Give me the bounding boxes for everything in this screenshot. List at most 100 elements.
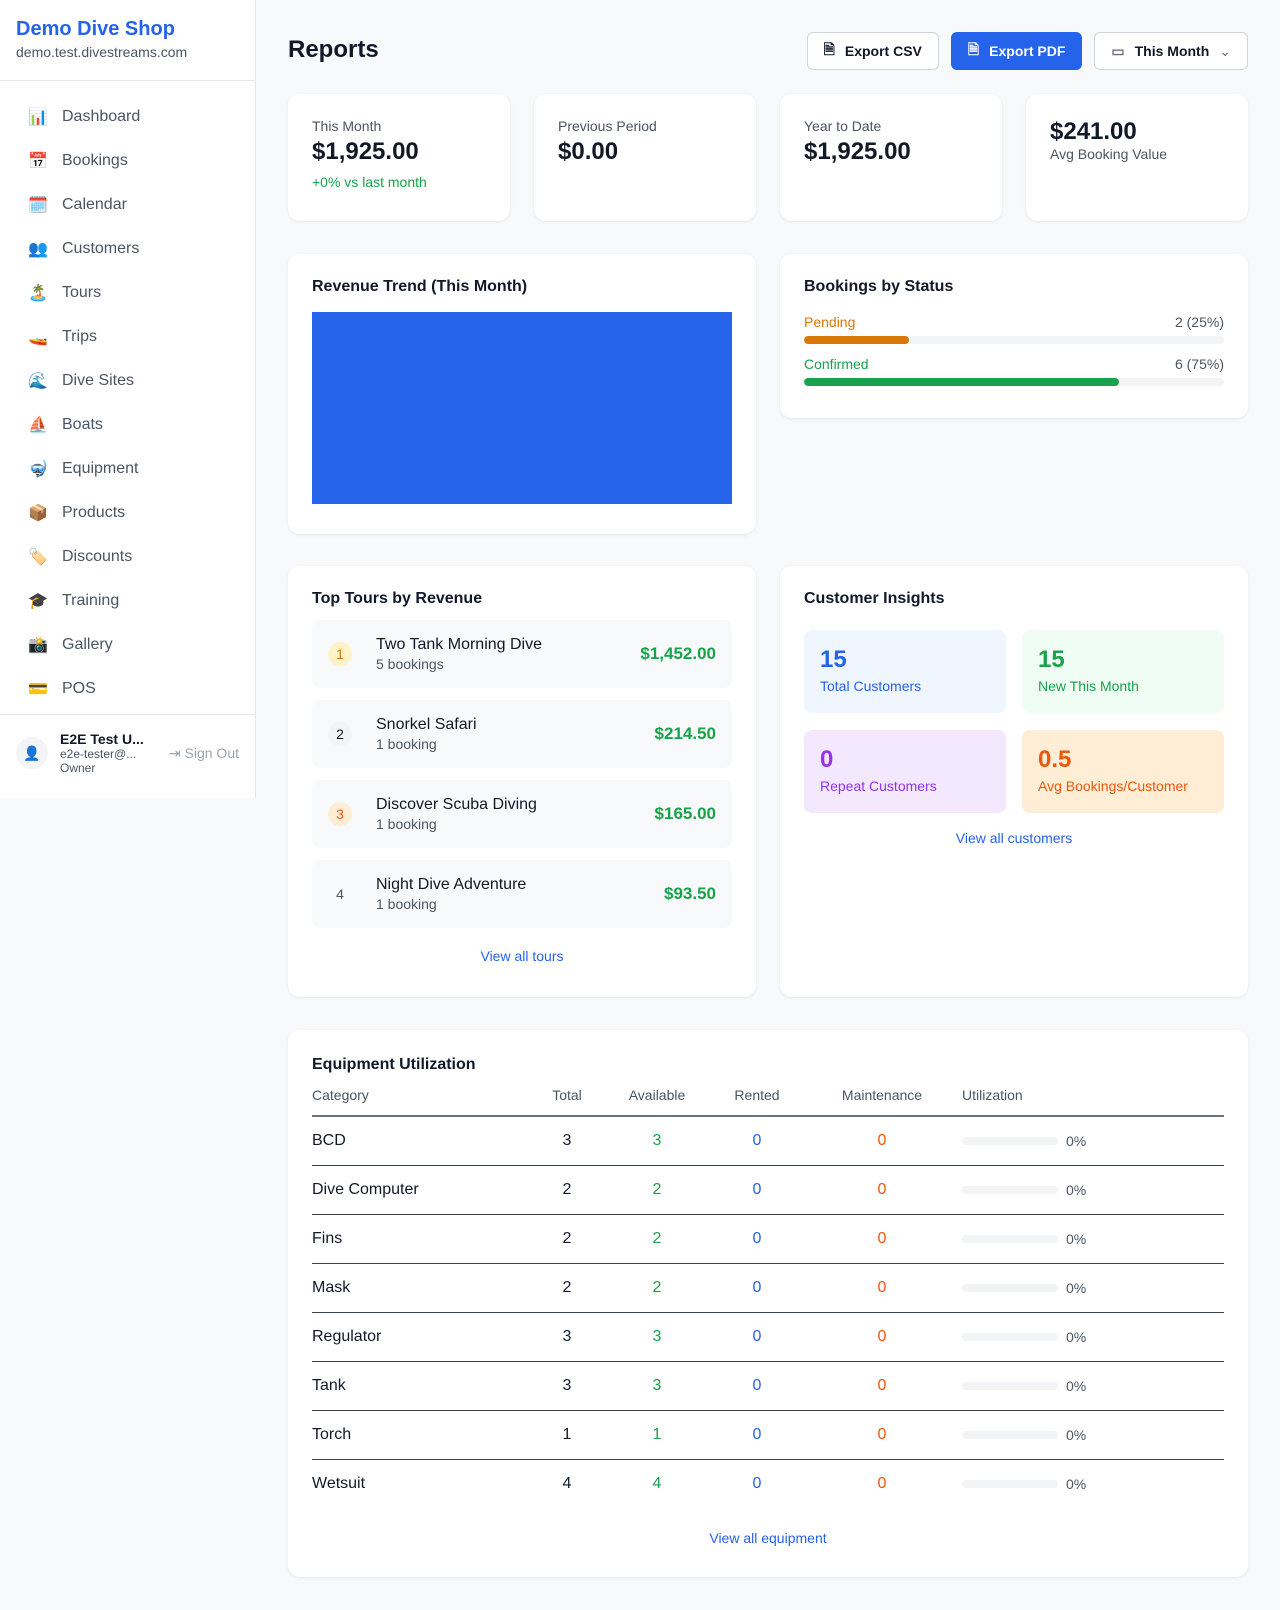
cell-category: Wetsuit — [312, 1474, 366, 1492]
cell-available: 3 — [602, 1361, 712, 1411]
sidebar-item-dive-sites[interactable]: 🌊 Dive Sites — [16, 359, 239, 403]
sign-out-icon: ⇥ — [168, 744, 185, 761]
tile-label: New This Month — [1038, 678, 1139, 694]
discounts-icon: 🏷️ — [28, 549, 48, 566]
cell-rented: 0 — [712, 1361, 802, 1411]
column-header-available: Available — [602, 1074, 712, 1117]
utilization-value: 0% — [1066, 1230, 1087, 1247]
utilization-bar — [962, 1479, 1058, 1488]
view-all-customers-link[interactable]: View all customers — [955, 830, 1073, 846]
sidebar-item-tours[interactable]: 🏝️ Tours — [16, 271, 239, 315]
status-bar-fill — [804, 336, 909, 344]
cell-total: 2 — [532, 1214, 602, 1264]
sidebar-item-label: Tours — [62, 284, 102, 301]
status-value: 6 (75%) — [1174, 356, 1224, 372]
sidebar-item-gallery[interactable]: 📸 Gallery — [16, 623, 239, 667]
cell-available: 3 — [602, 1116, 712, 1166]
period-select[interactable]: ▭ This Month ⌄ — [1094, 32, 1248, 70]
cell-category: Fins — [312, 1214, 532, 1264]
sidebar-item-trips[interactable]: 🚤 Trips — [16, 315, 239, 359]
tour-name: Snorkel Safari — [376, 716, 477, 733]
utilization-value: 0% — [1066, 1475, 1087, 1492]
tile-value: 0 — [820, 746, 834, 773]
top-tours-card: Top Tours by Revenue 1 Two Tank Morning D… — [288, 566, 756, 997]
tour-rank: 2 — [328, 722, 352, 746]
tour-bookings: 1 booking — [376, 896, 437, 912]
view-all-tours-link[interactable]: View all tours — [480, 948, 564, 964]
utilization-value: 0% — [1066, 1377, 1087, 1394]
tile-total-customers: 15 Total Customers — [804, 630, 1006, 713]
equipment-table: Category Total Available Rented Maintenance U… — [312, 1074, 1224, 1508]
tile-new-this-month: 15 New This Month — [1022, 630, 1224, 713]
shop-name[interactable]: Demo Dive Shop — [16, 18, 175, 40]
cell-rented: 0 — [712, 1410, 802, 1460]
tour-row[interactable]: 1 Two Tank Morning Dive 5 bookings $1,452.0… — [312, 620, 732, 688]
tour-row[interactable]: 3 Discover Scuba Diving 1 booking $165.00 — [312, 780, 732, 848]
sidebar-item-dashboard[interactable]: 📊 Dashboard — [16, 95, 239, 139]
cell-rented: 0 — [752, 1474, 762, 1492]
sidebar-item-equipment[interactable]: 🤿 Equipment — [16, 447, 239, 491]
tour-bookings: 1 booking — [376, 736, 437, 752]
cell-available: 1 — [602, 1410, 712, 1460]
trips-icon: 🚤 — [28, 329, 48, 346]
cell-maintenance: 0 — [802, 1410, 962, 1460]
tour-rank: 4 — [336, 886, 344, 902]
tour-row[interactable]: 2 Snorkel Safari 1 booking $214.50 — [312, 700, 732, 768]
utilization-value: 0% — [1066, 1181, 1087, 1198]
sidebar-item-discounts[interactable]: 🏷️ Discounts — [16, 535, 239, 579]
brand: Demo Dive Shop demo.test.divestreams.com — [0, 0, 255, 81]
utilization-value: 0% — [1066, 1132, 1087, 1149]
dive-sites-icon: 🌊 — [28, 373, 48, 390]
products-icon: 📦 — [28, 505, 48, 522]
sidebar-item-label: Bookings — [62, 152, 128, 169]
sidebar-item-label: Dive Sites — [62, 372, 135, 389]
status-row-pending: Pending 2 (25%) — [804, 314, 1224, 344]
tour-revenue: $1,452.00 — [640, 644, 716, 663]
customer-insights-card: Customer Insights 15 Total Customers 15 Ne… — [780, 566, 1248, 997]
sidebar-item-label: Customers — [62, 240, 140, 257]
sidebar-item-calendar[interactable]: 🗓️ Calendar — [16, 183, 239, 227]
cell-category: Regulator — [312, 1312, 532, 1362]
export-pdf-button[interactable]: 🗎 Export PDF — [950, 32, 1083, 70]
cell-available: 2 — [602, 1214, 712, 1264]
export-csv-button[interactable]: 🗎 Export CSV — [806, 32, 939, 70]
sidebar-item-label: Training — [62, 592, 120, 609]
sidebar-item-bookings[interactable]: 📅 Bookings — [16, 139, 239, 183]
customers-icon: 👥 — [28, 241, 48, 258]
tour-name: Discover Scuba Diving — [376, 796, 537, 813]
sidebar-item-products[interactable]: 📦 Products — [16, 491, 239, 535]
file-download-icon: 🗎 — [823, 41, 835, 57]
stat-value: $0.00 — [558, 138, 619, 165]
sign-out-button[interactable]: ⇥ Sign Out — [169, 745, 239, 762]
column-header-category: Category — [312, 1074, 532, 1117]
stat-card-avg-booking: $241.00 Avg Booking Value — [1026, 94, 1248, 221]
sidebar: Demo Dive Shop demo.test.divestreams.com… — [0, 0, 256, 798]
sidebar-item-boats[interactable]: ⛵ Boats — [16, 403, 239, 447]
sidebar-item-pos[interactable]: 💳 POS — [16, 667, 239, 711]
calendar-icon: ▭ — [1111, 42, 1125, 59]
cell-category: Tank — [312, 1361, 532, 1411]
top-tours-title: Top Tours by Revenue — [312, 590, 483, 607]
tour-revenue: $165.00 — [654, 804, 716, 823]
stat-change: +0% vs last month — [312, 174, 427, 190]
export-pdf-label: Export PDF — [989, 43, 1066, 59]
tour-row[interactable]: 4 Night Dive Adventure 1 booking $93.50 — [312, 860, 732, 928]
cell-rented: 0 — [712, 1165, 802, 1215]
calendar-icon: 🗓️ — [28, 197, 48, 214]
sidebar-item-label: Discounts — [62, 548, 133, 565]
cell-total: 3 — [532, 1312, 602, 1362]
tile-value: 0.5 — [1038, 746, 1072, 773]
sidebar-item-customers[interactable]: 👥 Customers — [16, 227, 239, 271]
revenue-trend-card: Revenue Trend (This Month) — [288, 254, 756, 534]
page-title: Reports — [288, 36, 379, 63]
view-all-equipment-link[interactable]: View all equipment — [709, 1530, 827, 1546]
equipment-title: Equipment Utilization — [312, 1056, 476, 1073]
status-bar-track — [804, 378, 1224, 386]
status-bar-track — [804, 336, 1224, 344]
sidebar-item-training[interactable]: 🎓 Training — [16, 579, 239, 623]
sign-out-label: Sign Out — [184, 744, 239, 761]
tile-value: 15 — [820, 646, 847, 673]
shop-domain: demo.test.divestreams.com — [16, 44, 188, 60]
tile-repeat-customers: 0 Repeat Customers — [804, 730, 1006, 813]
cell-category: Dive Computer — [312, 1165, 532, 1215]
